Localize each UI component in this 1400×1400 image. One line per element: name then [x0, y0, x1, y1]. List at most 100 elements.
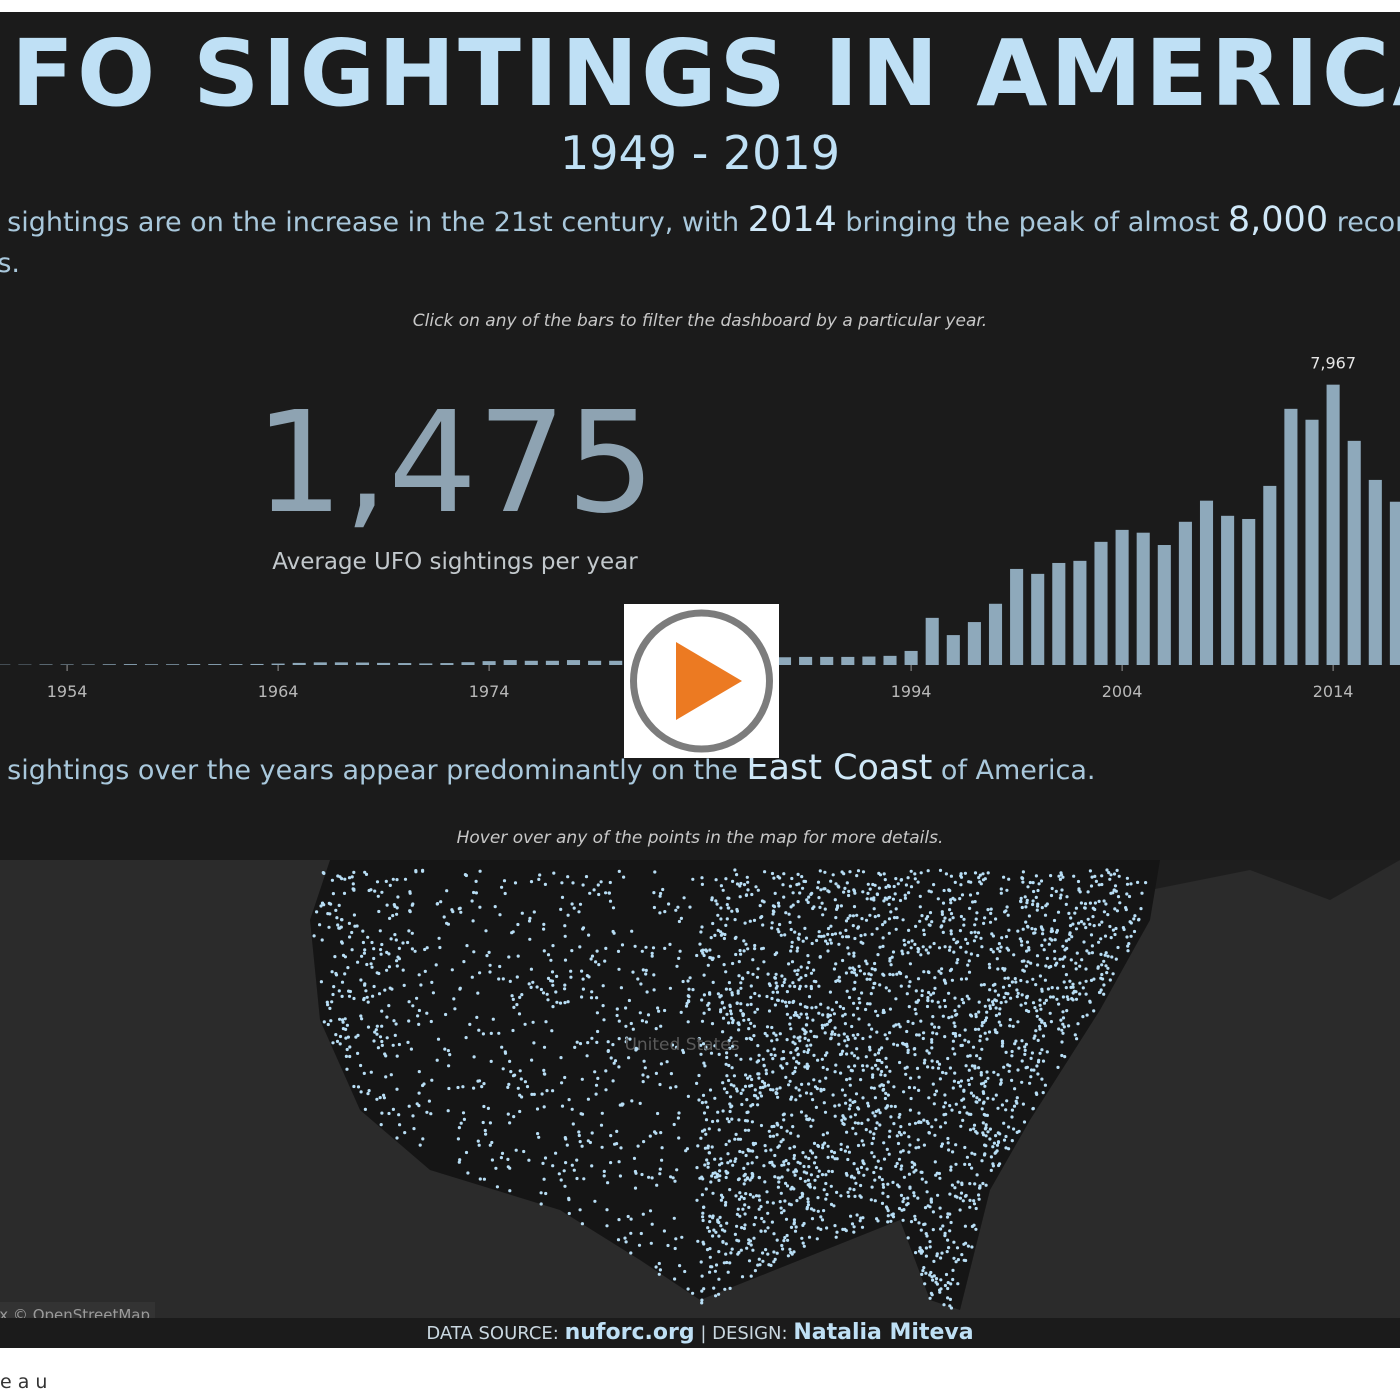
map-point: [870, 1066, 874, 1070]
map-point: [978, 1034, 983, 1038]
bar[interactable]: [883, 655, 897, 665]
bar[interactable]: [1199, 500, 1214, 665]
bar[interactable]: [355, 662, 370, 665]
map-point: [678, 949, 682, 953]
bar[interactable]: [1073, 560, 1087, 665]
bar[interactable]: [1115, 529, 1129, 665]
map-point: [981, 1181, 985, 1186]
bar[interactable]: [777, 657, 792, 665]
bar[interactable]: [313, 662, 327, 665]
map-point: [726, 896, 730, 900]
map-point: [715, 902, 719, 906]
map-point: [728, 1102, 732, 1106]
bar[interactable]: [334, 662, 348, 665]
map-point: [312, 934, 316, 938]
bar[interactable]: [524, 660, 538, 665]
bar[interactable]: [419, 663, 433, 665]
bar[interactable]: [588, 660, 602, 665]
bar[interactable]: [482, 661, 496, 665]
bar[interactable]: [988, 603, 1003, 665]
bar[interactable]: [946, 635, 960, 665]
map-point: [825, 1192, 829, 1197]
map-point: [885, 1104, 890, 1108]
bar[interactable]: [1368, 479, 1382, 665]
bar[interactable]: [229, 664, 243, 665]
map-point: [665, 1060, 669, 1064]
bar[interactable]: [60, 664, 74, 665]
bar[interactable]: [1010, 568, 1024, 665]
bar[interactable]: [1263, 485, 1277, 665]
bar[interactable]: [187, 664, 201, 665]
bar[interactable]: [271, 663, 285, 665]
bar[interactable]: [545, 660, 559, 665]
bar[interactable]: [1326, 384, 1340, 665]
map-point: [804, 973, 808, 978]
map-point: [778, 1086, 782, 1090]
bar[interactable]: [377, 662, 391, 665]
map-point: [1038, 1024, 1042, 1028]
map-point: [739, 1195, 744, 1199]
bar[interactable]: [440, 663, 454, 665]
map-point: [352, 996, 356, 1001]
map-point: [938, 1206, 942, 1210]
bar[interactable]: [102, 664, 116, 665]
bar[interactable]: [503, 660, 517, 665]
map-point: [1035, 1092, 1039, 1096]
map-point: [776, 1185, 781, 1189]
bar[interactable]: [904, 650, 918, 665]
bar[interactable]: [1178, 521, 1192, 665]
bar[interactable]: [1305, 419, 1319, 665]
map-point: [1020, 993, 1024, 997]
map-point: [953, 1052, 957, 1056]
bar[interactable]: [208, 664, 222, 665]
map-point: [729, 1159, 733, 1163]
bar[interactable]: [1157, 545, 1171, 665]
bar[interactable]: [1136, 532, 1150, 665]
bar[interactable]: [461, 662, 475, 665]
map-point: [360, 1017, 364, 1021]
bar[interactable]: [967, 622, 981, 665]
bar[interactable]: [1031, 573, 1045, 665]
bar[interactable]: [1094, 541, 1108, 665]
map-point: [841, 1049, 845, 1053]
bar[interactable]: [144, 664, 159, 665]
bar[interactable]: [566, 660, 581, 665]
bar[interactable]: [39, 664, 53, 665]
bar[interactable]: [250, 663, 264, 665]
map-point: [882, 1141, 886, 1145]
bar[interactable]: [862, 656, 876, 665]
play-button[interactable]: [624, 604, 779, 758]
bar[interactable]: [1347, 440, 1361, 665]
bar[interactable]: [1284, 408, 1298, 665]
bar[interactable]: [925, 617, 939, 665]
map-point: [347, 994, 352, 998]
map-point: [714, 899, 718, 903]
bar[interactable]: [123, 664, 137, 665]
map-point: [922, 970, 926, 974]
map-point: [546, 953, 551, 957]
bar[interactable]: [609, 660, 623, 665]
map-point: [899, 1167, 903, 1171]
map-point: [594, 1092, 598, 1096]
map-point: [861, 890, 865, 894]
map-point: [375, 1024, 379, 1028]
bar[interactable]: [292, 662, 306, 665]
link[interactable]: nuforc.org: [564, 1320, 695, 1345]
bar[interactable]: [1389, 501, 1400, 665]
map-point: [1010, 1115, 1014, 1119]
bar[interactable]: [81, 664, 95, 665]
bar[interactable]: [166, 664, 180, 665]
bar[interactable]: [1221, 515, 1235, 665]
map-point: [976, 891, 980, 895]
map-point: [520, 911, 524, 915]
bar[interactable]: [820, 656, 834, 665]
bar[interactable]: [1052, 562, 1066, 665]
bar[interactable]: [799, 656, 813, 665]
map-point: [991, 1145, 995, 1149]
bar[interactable]: [1242, 518, 1256, 665]
map-point: [437, 936, 441, 940]
map-point: [750, 892, 754, 897]
map-point: [926, 869, 930, 873]
bar[interactable]: [841, 656, 855, 665]
bar[interactable]: [398, 663, 412, 665]
